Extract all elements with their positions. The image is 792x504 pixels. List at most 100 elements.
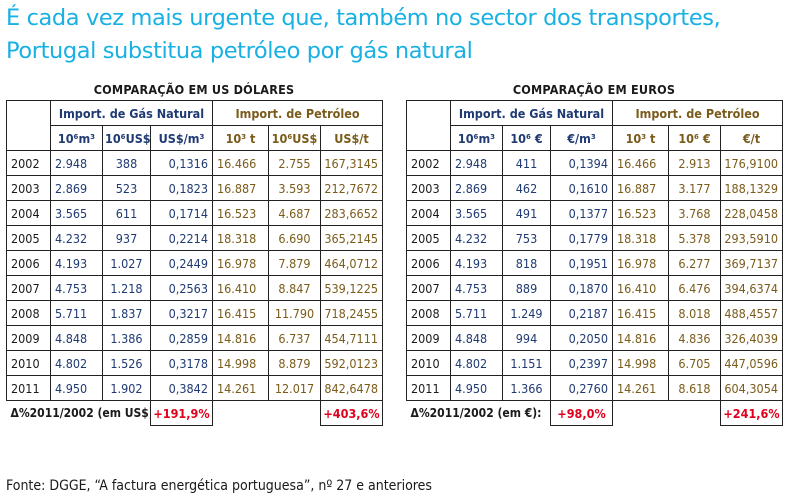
oil-value-cell: 2.755 [268,150,321,176]
gas-volume-cell: 4.950 [50,375,103,401]
gas-unit-price-cell: 0,1316 [150,150,213,176]
table-row: 2004 3.565 611 0,1714 16.523 4.687 283,6652 [6,200,384,226]
year-cell: 2009 [6,325,51,351]
year-cell: 2006 [406,250,451,276]
oil-value-cell: 11.790 [268,300,321,326]
year-cell: 2002 [6,150,51,176]
table-row: 2009 4.848 994 0,2050 14.816 4.836 326,4039 [406,325,784,351]
gas-volume-cell: 4.848 [50,325,103,351]
oil-volume-cell: 16.410 [612,275,669,301]
table-row: 2002 2.948 388 0,1316 16.466 2.755 167,3145 [6,150,384,176]
oil-unit-price-cell: 842,6478 [319,375,384,401]
oil-value-cell: 6.737 [268,325,321,351]
page-title: É cada vez mais urgente que, também no s… [6,5,721,64]
gas-value-cell: 1.151 [502,350,551,376]
table-row: 2003 2.869 462 0,1610 16.887 3.177 188,1329 [406,175,784,201]
eur-table: Import. de Gás Natural Import. de Petróle… [406,100,784,426]
oil-volume-cell: 16.415 [212,300,269,326]
oil-unit-price-cell: 293,5910 [719,225,784,251]
unit-header: 10⁶US$ [268,125,321,151]
gas-volume-cell: 5.711 [450,300,503,326]
oil-group-header: Import. de Petróleo [611,100,784,126]
gas-value-cell: 611 [102,200,151,226]
gas-unit-price-cell: 0,2449 [150,250,213,276]
oil-unit-price-cell: 167,3145 [319,150,384,176]
delta-spacer [213,401,321,426]
oil-value-cell: 8.847 [268,275,321,301]
gas-value-cell: 994 [502,325,551,351]
oil-value-cell: 3.177 [668,175,721,201]
gas-volume-cell: 4.753 [450,275,503,301]
gas-value-cell: 818 [502,250,551,276]
table-row: 2011 4.950 1.902 0,3842 14.261 12.017 842,6478 [6,375,384,401]
oil-value-cell: 3.593 [268,175,321,201]
gas-unit-price-cell: 0,1779 [550,225,613,251]
gas-value-cell: 388 [102,150,151,176]
oil-unit-price-cell: 188,1329 [719,175,784,201]
unit-header: €/t [719,125,784,151]
unit-header: 10⁶m³ [450,125,503,151]
table-row: 2011 4.950 1.366 0,2760 14.261 8.618 604,3054 [406,375,784,401]
oil-volume-cell: 16.415 [612,300,669,326]
delta-label: Δ%2011/2002 (em €): [410,406,542,421]
year-cell: 2005 [6,225,51,251]
table-row: 2010 4.802 1.151 0,2397 14.998 6.705 447,0596 [406,350,784,376]
year-cell: 2003 [406,175,451,201]
unit-header: 10³ t [612,125,669,151]
table-row: 2006 4.193 1.027 0,2449 16.978 7.879 464,0712 [6,250,384,276]
oil-unit-price-cell: 464,0712 [319,250,384,276]
gas-unit-price-cell: 0,1823 [150,175,213,201]
gas-volume-cell: 4.193 [50,250,103,276]
table-row: 2010 4.802 1.526 0,3178 14.998 8.879 592,0123 [6,350,384,376]
header-row: Import. de Gás Natural Import. de Petróle… [406,100,784,151]
oil-volume-cell: 16.466 [212,150,269,176]
unit-header: US$/m³ [150,125,213,151]
oil-unit-price-cell: 454,7111 [319,325,384,351]
gas-volume-cell: 2.948 [50,150,103,176]
source-note: Fonte: DGGE, “A factura energética portu… [6,478,432,494]
oil-volume-cell: 14.998 [612,350,669,376]
gas-value-cell: 1.249 [502,300,551,326]
gas-unit-price-cell: 0,3217 [150,300,213,326]
gas-volume-cell: 4.848 [450,325,503,351]
year-cell: 2002 [406,150,451,176]
year-cell: 2008 [6,300,51,326]
oil-unit-price-cell: 283,6652 [319,200,384,226]
oil-unit-price-cell: 326,4039 [719,325,784,351]
oil-value-cell: 4.836 [668,325,721,351]
units-row: 10⁶m³ 10⁶ € €/m³ 10³ t 10⁶ € €/t [407,125,784,151]
gas-group-header: Import. de Gás Natural [50,100,213,126]
unit-header: 10³ t [212,125,269,151]
gas-volume-cell: 4.193 [450,250,503,276]
oil-value-cell: 6.476 [668,275,721,301]
delta-gas: +98,0% [550,400,613,426]
year-cell: 2006 [6,250,51,276]
oil-volume-cell: 16.978 [612,250,669,276]
oil-unit-price-cell: 212,7672 [319,175,384,201]
oil-group-header: Import. de Petróleo [211,100,384,126]
unit-header: US$/t [319,125,384,151]
gas-unit-price-cell: 0,3842 [150,375,213,401]
oil-unit-price-cell: 447,0596 [719,350,784,376]
oil-value-cell: 8.879 [268,350,321,376]
table-row: 2005 4.232 937 0,2214 18.318 6.690 365,2145 [6,225,384,251]
oil-unit-price-cell: 365,2145 [319,225,384,251]
delta-oil: +241,6% [719,400,784,426]
gas-value-cell: 523 [102,175,151,201]
oil-unit-price-cell: 394,6374 [719,275,784,301]
gas-unit-price-cell: 0,1610 [550,175,613,201]
year-cell: 2011 [406,375,451,401]
header-row: Import. de Gás Natural Import. de Petróle… [6,100,384,151]
unit-header: €/m³ [550,125,613,151]
gas-unit-price-cell: 0,1951 [550,250,613,276]
gas-unit-price-cell: 0,1377 [550,200,613,226]
oil-value-cell: 3.768 [668,200,721,226]
table-row: 2008 5.711 1.249 0,2187 16.415 8.018 488,4557 [406,300,784,326]
year-cell: 2005 [406,225,451,251]
gas-volume-cell: 2.869 [450,175,503,201]
gas-unit-price-cell: 0,2760 [550,375,613,401]
oil-value-cell: 8.618 [668,375,721,401]
gas-volume-cell: 2.948 [450,150,503,176]
table-row: 2007 4.753 1.218 0,2563 16.410 8.847 539,1225 [6,275,384,301]
oil-unit-price-cell: 604,3054 [719,375,784,401]
